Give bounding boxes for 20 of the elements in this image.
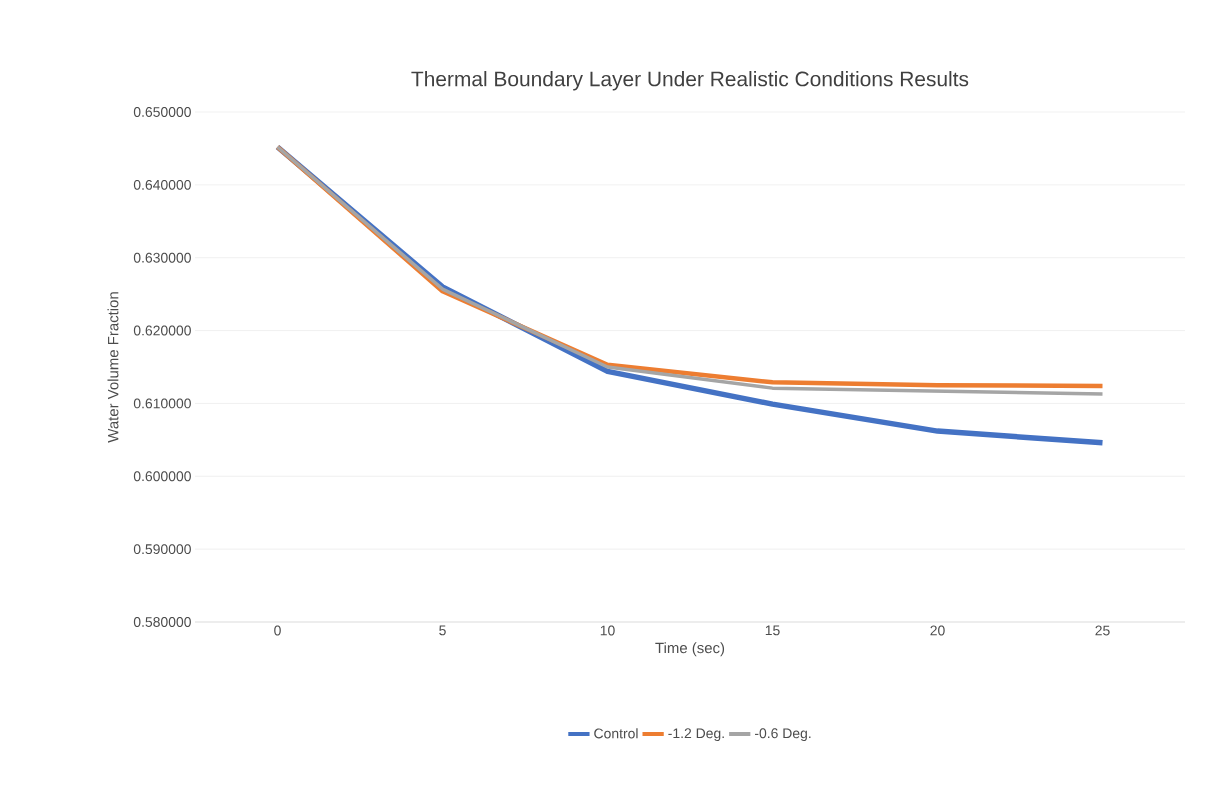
legend-label: Control <box>594 728 638 739</box>
y-tick-label: 0.590000 <box>133 544 191 555</box>
x-axis-title: Time (sec) <box>655 642 725 657</box>
x-tick-label: 10 <box>600 625 615 636</box>
x-tick-label: 25 <box>1095 625 1110 636</box>
y-tick-label: 0.580000 <box>133 617 191 627</box>
legend-label: -1.2 Deg. <box>668 728 724 741</box>
x-tick-label: 5 <box>439 625 446 636</box>
y-tick-label: 0.620000 <box>133 325 191 336</box>
y-tick-label: 0.630000 <box>133 252 191 263</box>
x-tick-label: 20 <box>930 625 945 636</box>
y-tick-label: 0.600000 <box>133 471 191 482</box>
y-tick-label: 0.650000 <box>133 107 191 117</box>
chart-title: Thermal Boundary Layer Under Realistic Conditions Results <box>411 71 969 91</box>
y-tick-label: 0.610000 <box>133 398 191 409</box>
y-tick-label: 0.640000 <box>133 179 191 190</box>
x-tick-label: 0 <box>274 625 281 636</box>
x-tick-label: 15 <box>765 625 780 636</box>
legend-label: -0.6 Deg. <box>754 728 811 741</box>
y-axis-title: Water Volume Fraction <box>107 292 119 443</box>
